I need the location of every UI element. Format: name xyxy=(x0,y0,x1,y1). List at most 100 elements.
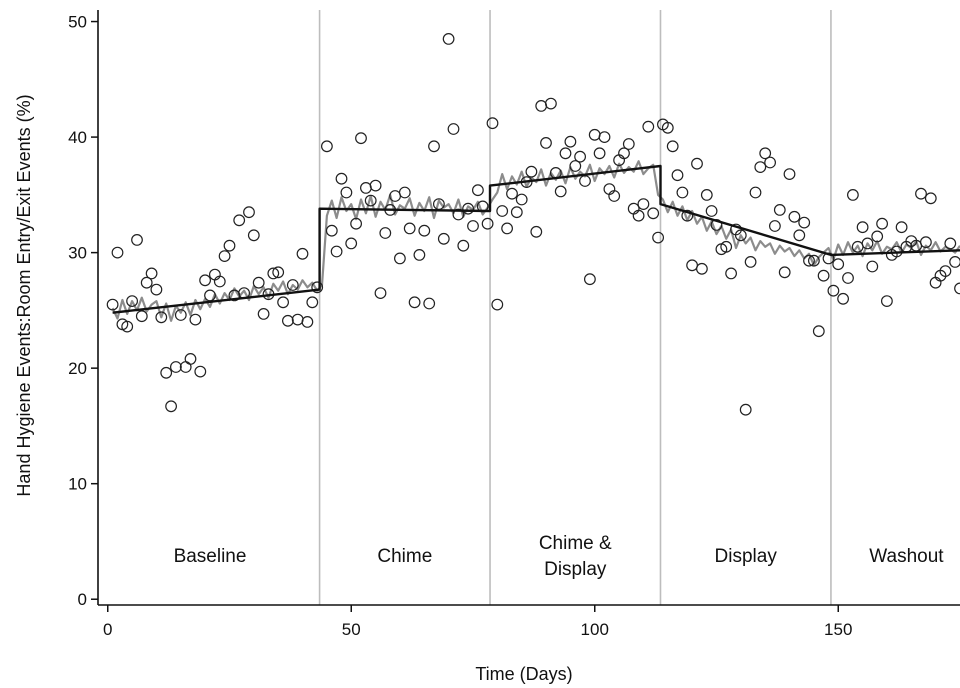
data-point xyxy=(462,202,475,215)
phase-label: Washout xyxy=(869,546,944,567)
data-point xyxy=(472,184,484,197)
data-point xyxy=(131,233,143,246)
data-point xyxy=(812,325,825,338)
phase-label-line: Display xyxy=(544,559,607,580)
data-point xyxy=(915,187,927,200)
x-ticks: 0 50 100 150 xyxy=(103,605,852,639)
data-point xyxy=(394,252,406,265)
data-point xyxy=(218,250,231,263)
data-point xyxy=(920,236,932,249)
data-point xyxy=(691,157,703,170)
data-point xyxy=(199,274,212,287)
data-point xyxy=(467,220,479,232)
data-point xyxy=(247,229,260,242)
data-point xyxy=(696,262,708,275)
data-point xyxy=(769,220,781,232)
data-point xyxy=(501,222,514,235)
data-point xyxy=(355,132,367,145)
data-point xyxy=(106,298,119,311)
data-point xyxy=(325,224,338,237)
data-point xyxy=(321,140,333,153)
data-point xyxy=(510,206,523,219)
y-tick-label: 40 xyxy=(68,128,87,147)
data-point xyxy=(569,160,582,172)
data-point xyxy=(335,172,348,185)
data-point xyxy=(739,403,752,416)
data-point xyxy=(700,188,713,201)
data-point xyxy=(642,120,655,133)
data-point xyxy=(856,221,869,234)
smoothed-line xyxy=(111,160,960,322)
data-point xyxy=(174,309,187,321)
data-point xyxy=(140,276,153,289)
data-point xyxy=(233,214,246,227)
data-point xyxy=(676,186,689,199)
data-point xyxy=(145,267,158,280)
data-point xyxy=(369,179,382,192)
data-point xyxy=(861,237,874,250)
data-point xyxy=(584,273,596,286)
phase-label: Baseline xyxy=(174,546,247,567)
x-tick-label: 0 xyxy=(103,620,112,639)
phase-lines xyxy=(318,10,832,605)
y-tick-label: 30 xyxy=(68,244,87,263)
data-point xyxy=(622,138,635,150)
x-axis-title: Time (Days) xyxy=(475,664,572,684)
data-point xyxy=(364,194,377,207)
data-point xyxy=(160,366,173,379)
data-point xyxy=(111,246,124,259)
data-point xyxy=(150,283,163,296)
data-point xyxy=(939,265,952,278)
data-point xyxy=(720,240,733,253)
data-point xyxy=(525,165,538,178)
y-tick-label: 50 xyxy=(68,13,87,32)
data-point xyxy=(593,147,606,160)
observation-points xyxy=(106,33,960,416)
data-point xyxy=(881,295,893,308)
data-point xyxy=(681,209,694,222)
data-point xyxy=(554,185,567,198)
data-point xyxy=(671,169,684,182)
phase-label-line: Chime & xyxy=(539,533,612,554)
data-point xyxy=(574,150,586,163)
data-point xyxy=(340,186,353,199)
data-point xyxy=(808,254,820,267)
data-point xyxy=(778,266,791,279)
data-point xyxy=(165,400,178,413)
data-point xyxy=(491,298,504,311)
data-point xyxy=(437,232,450,245)
data-point xyxy=(135,310,148,323)
data-point xyxy=(871,230,884,243)
data-point xyxy=(798,216,811,229)
data-point xyxy=(608,190,621,202)
data-point xyxy=(306,296,319,309)
data-point xyxy=(447,123,460,135)
data-point xyxy=(506,187,518,200)
data-point xyxy=(311,281,324,294)
data-point xyxy=(126,295,139,308)
data-point xyxy=(876,217,888,230)
data-point xyxy=(418,224,431,237)
data-point xyxy=(749,186,762,199)
data-point xyxy=(618,147,630,160)
data-point xyxy=(282,314,294,327)
data-point xyxy=(847,188,859,201)
data-point xyxy=(837,292,849,305)
phase-label-line: Washout xyxy=(869,546,944,567)
data-point xyxy=(773,203,786,216)
data-point xyxy=(481,217,494,230)
data-point xyxy=(301,316,314,328)
data-point xyxy=(793,229,806,242)
axes: 0 10 20 30 40 50 0 50 100 150 xyxy=(68,10,960,639)
data-point xyxy=(783,168,796,181)
y-tick-label: 0 xyxy=(78,590,87,609)
data-point xyxy=(895,221,908,234)
data-point xyxy=(423,297,436,310)
data-point xyxy=(296,247,309,260)
data-point xyxy=(379,227,392,239)
segmented-fit xyxy=(112,164,960,314)
data-point xyxy=(194,365,207,378)
data-point xyxy=(803,254,815,267)
